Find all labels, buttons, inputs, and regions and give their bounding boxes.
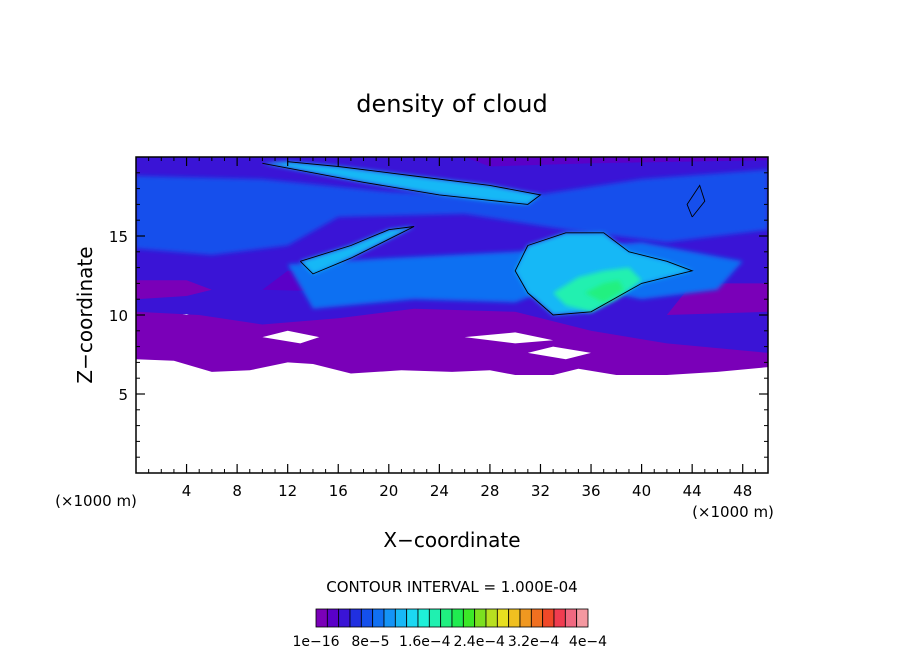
colorbar-swatch-8 (406, 608, 419, 628)
contour-interval-label: CONTOUR INTERVAL = 1.000E-04 (326, 578, 577, 596)
colorbar-swatch-3 (349, 608, 362, 628)
contour-core (514, 232, 694, 316)
x-unit-left: (×1000 m) (55, 492, 137, 510)
gap-2 (262, 330, 320, 344)
colorbar-label-0: 1e−16 (292, 634, 339, 650)
density-field (136, 157, 768, 375)
z-tick-label-5: 5 (118, 386, 128, 404)
colorbar-label-2: 1.6e−4 (399, 634, 451, 650)
colorbar-swatch-4 (360, 608, 374, 628)
colorbar-swatch-19 (530, 608, 544, 628)
colorbar-swatch-5 (372, 608, 385, 628)
x-tick-label-40: 40 (632, 482, 651, 500)
colorbar-swatch-12 (451, 608, 464, 628)
lobe-1 (136, 280, 212, 300)
x-tick-label-12: 12 (278, 482, 297, 500)
colorbar-swatch-17 (508, 608, 521, 628)
colorbar-swatch-14 (474, 608, 487, 628)
colorbar-swatch-7 (394, 608, 408, 628)
x-tick-label-48: 48 (733, 482, 752, 500)
colorbar-swatch-16 (496, 608, 510, 628)
x-unit-right: (×1000 m) (692, 503, 774, 521)
colorbar-swatch-0 (315, 608, 328, 628)
colorbar: 1e−16 8e−5 1.6e−4 2.4e−4 3.2e−4 4e−4 (292, 608, 607, 650)
colorbar-swatch-13 (462, 608, 476, 628)
colorbar-swatch-2 (338, 608, 351, 628)
contour-upper (262, 161, 542, 205)
contour-streak (299, 226, 415, 275)
x-tick-label-44: 44 (683, 482, 702, 500)
contour-small (686, 184, 706, 218)
z-axis-label: Z−coordinate (73, 246, 97, 383)
plot-area (136, 157, 768, 473)
x-axis-label: X−coordinate (383, 528, 520, 552)
mid-blue-1 (136, 169, 768, 255)
x-tick-label-4: 4 (182, 482, 192, 500)
colorbar-swatch-23 (576, 608, 589, 628)
colorbar-label-5: 4e−4 (569, 634, 607, 650)
colorbar-swatch-1 (326, 608, 340, 628)
colorbar-swatch-10 (428, 608, 442, 628)
z-tick-label-15: 15 (109, 228, 128, 246)
core-inner (584, 280, 624, 303)
colorbar-swatch-21 (553, 608, 566, 628)
x-tick-label-28: 28 (480, 482, 499, 500)
x-tick-label-16: 16 (329, 482, 348, 500)
x-tick-label-20: 20 (379, 482, 398, 500)
chart-title: density of cloud (356, 90, 547, 118)
gap-3 (464, 332, 554, 344)
cyan-streak-1 (300, 226, 415, 274)
x-tick-label-8: 8 (232, 482, 242, 500)
colorbar-swatch-9 (417, 608, 430, 628)
colorbar-swatch-18 (519, 608, 532, 628)
colorbar-label-3: 2.4e−4 (453, 634, 505, 650)
x-tick-label-24: 24 (430, 482, 449, 500)
colorbar-swatch-20 (542, 608, 555, 628)
colorbar-swatch-15 (485, 608, 498, 628)
colorbar-swatch-22 (564, 608, 578, 628)
colorbar-label-4: 3.2e−4 (508, 634, 560, 650)
gap-4 (527, 346, 591, 360)
x-tick-label-32: 32 (531, 482, 550, 500)
colorbar-swatch-6 (383, 608, 396, 628)
x-tick-label-36: 36 (581, 482, 600, 500)
colorbar-swatch-11 (440, 608, 453, 628)
colorbar-label-1: 8e−5 (351, 634, 389, 650)
z-tick-label-10: 10 (109, 307, 128, 325)
upper-band (262, 161, 541, 205)
